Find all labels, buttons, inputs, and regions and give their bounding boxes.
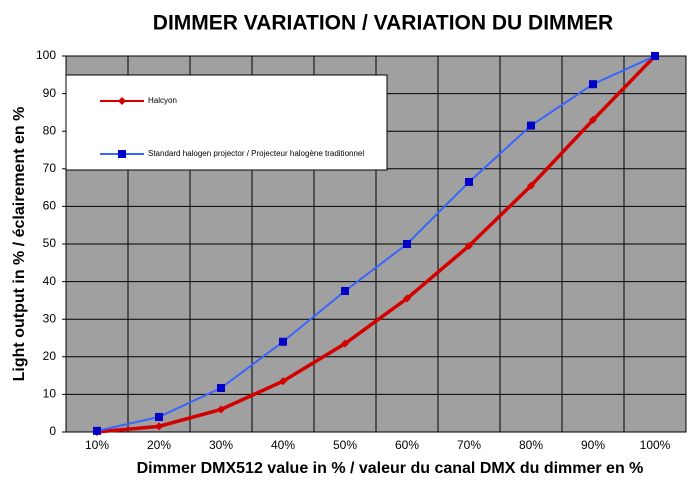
y-axis-title: Light output in % / éclairement en % [11,107,28,382]
marker [341,339,349,348]
y-tick-label: 30 [43,311,57,325]
y-tick-label: 70 [43,161,57,175]
x-tick-label: 70% [457,438,481,452]
marker [93,426,101,435]
series-line [96,55,656,432]
chart-title: DIMMER VARIATION / VARIATION DU DIMMER [153,12,613,35]
x-tick-label: 50% [333,438,357,452]
marker [279,377,287,386]
marker [589,80,597,89]
marker [465,241,473,250]
legend-marker [118,97,126,105]
marker [341,287,349,295]
x-tick-label: 20% [147,438,171,452]
marker [217,405,225,414]
y-tick-label: 0 [49,424,56,438]
y-tick-label: 20 [43,349,57,363]
legend-label: Halcyon [148,96,177,105]
marker [651,52,659,60]
x-tick-label: 90% [581,438,605,452]
y-tick-label: 100 [36,48,56,62]
x-tick-label: 100% [640,438,671,452]
legend-label: Standard halogen projector / Projecteur … [148,149,364,158]
series-line [96,54,657,434]
x-tick-label: 10% [85,438,109,452]
x-tick-label: 30% [209,438,233,452]
marker [155,422,163,431]
y-tick-label: 80 [43,123,57,137]
marker [527,181,535,190]
marker [403,240,411,248]
y-tick-label: 40 [43,274,57,288]
x-tick-label: 40% [271,438,295,452]
marker [527,121,535,130]
y-tick-label: 60 [43,199,57,213]
marker [403,294,411,303]
y-tick-label: 10 [43,387,57,401]
x-tick-label: 60% [395,438,419,452]
marker [279,337,287,346]
x-axis-title: Dimmer DMX512 value in % / valeur du can… [137,460,644,477]
x-tick-label: 80% [519,438,543,452]
marker [217,384,225,393]
marker [589,115,597,124]
marker [155,412,163,421]
y-tick-label: 90 [43,86,57,100]
y-tick-label: 50 [43,236,57,250]
legend-marker [118,150,126,158]
marker [465,177,473,186]
